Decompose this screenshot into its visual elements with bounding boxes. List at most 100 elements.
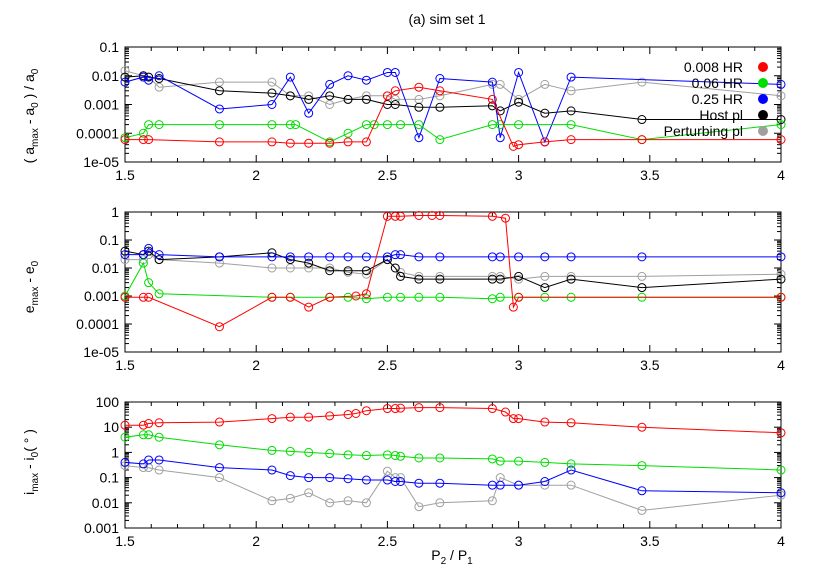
data-point [508, 414, 518, 424]
data-point [154, 289, 164, 299]
y-tick-label: 0.0001 [76, 125, 119, 141]
data-point [514, 414, 524, 424]
data-point [369, 120, 379, 130]
legend-label: Host pl [699, 107, 743, 123]
data-point [495, 252, 505, 262]
data-point [487, 77, 497, 87]
data-point [138, 430, 148, 440]
data-point [776, 120, 786, 130]
data-point [414, 478, 424, 488]
data-point [637, 461, 647, 471]
data-point [514, 252, 524, 262]
data-point [390, 94, 400, 104]
series-line [124, 250, 782, 289]
data-point [325, 449, 335, 459]
data-point [154, 432, 164, 442]
data-point [325, 411, 335, 421]
data-point [540, 417, 550, 427]
data-point [267, 445, 277, 455]
data-point [144, 243, 154, 253]
y-tick-label: 0.01 [92, 260, 119, 276]
y-tick-label: 0.1 [100, 232, 120, 248]
data-point [144, 120, 154, 130]
data-point [144, 419, 154, 429]
data-point [637, 252, 647, 262]
data-point [154, 71, 164, 81]
data-point [285, 446, 295, 456]
series-line [124, 465, 782, 511]
y-tick-label: 0.001 [84, 520, 119, 536]
data-point [214, 104, 224, 114]
data-point [144, 75, 154, 85]
data-point [154, 120, 164, 130]
x-tick-label: 1.5 [115, 533, 135, 549]
data-point [514, 97, 524, 107]
x-tick-label: 4 [777, 357, 785, 373]
data-point [487, 496, 497, 506]
data-point [495, 480, 505, 490]
data-point [396, 451, 406, 461]
data-point [267, 100, 277, 109]
data-point [566, 86, 576, 96]
data-point [487, 94, 497, 104]
data-point [267, 77, 277, 87]
data-point [435, 274, 445, 284]
data-point [291, 120, 301, 130]
data-point [120, 77, 130, 87]
data-point [414, 133, 424, 143]
data-point [267, 88, 277, 98]
data-point [566, 72, 576, 82]
data-point [390, 100, 400, 109]
data-point [514, 271, 524, 281]
data-point [390, 451, 400, 461]
data-point [138, 292, 148, 302]
data-point [495, 456, 505, 466]
data-point [487, 211, 497, 221]
data-point [214, 137, 224, 147]
legend-marker [758, 94, 768, 104]
panel-c: 0.001 0.01 0.1 1 10 100 1.5 2 2.5 3 3.5 4 [84, 394, 786, 549]
data-point [776, 428, 786, 438]
data-point [390, 211, 400, 221]
data-point [120, 292, 130, 302]
data-point [435, 252, 445, 262]
series-line [124, 434, 782, 471]
data-point [776, 292, 786, 302]
data-point [214, 120, 224, 130]
data-point [214, 322, 224, 332]
y-tick-label: 1 [111, 444, 119, 460]
x-tick-label: 2.5 [378, 357, 398, 373]
data-point [390, 477, 400, 487]
data-point [267, 292, 277, 302]
data-point [396, 250, 406, 260]
data-point [304, 488, 314, 498]
data-point [776, 115, 786, 125]
data-point [435, 403, 445, 413]
data-point [414, 210, 424, 220]
data-point [343, 94, 353, 104]
data-point [267, 496, 277, 506]
data-point [540, 477, 550, 487]
data-point [514, 120, 524, 130]
data-point [285, 91, 295, 101]
ylabel-c-part2: - i [21, 457, 37, 473]
data-point [304, 94, 314, 104]
legend-label: 0.008 HR [684, 59, 743, 75]
data-point [325, 266, 335, 276]
data-point [154, 250, 164, 260]
series-line [125, 215, 781, 328]
ylabel-c: imax - i0( ° ) [21, 429, 41, 495]
data-point [285, 120, 295, 130]
plot-frame [124, 211, 782, 353]
x-tick-label: 2.5 [378, 533, 398, 549]
ylabel-b: emax - e0 [21, 260, 41, 313]
x-tick-label: 1.5 [115, 167, 135, 183]
data-point [267, 263, 277, 273]
data-point [154, 82, 164, 92]
x-tick-label: 3.5 [640, 533, 660, 549]
data-point [514, 456, 524, 466]
data-point [382, 120, 392, 130]
data-point [414, 82, 424, 92]
data-point [120, 461, 130, 471]
data-point [361, 475, 371, 485]
